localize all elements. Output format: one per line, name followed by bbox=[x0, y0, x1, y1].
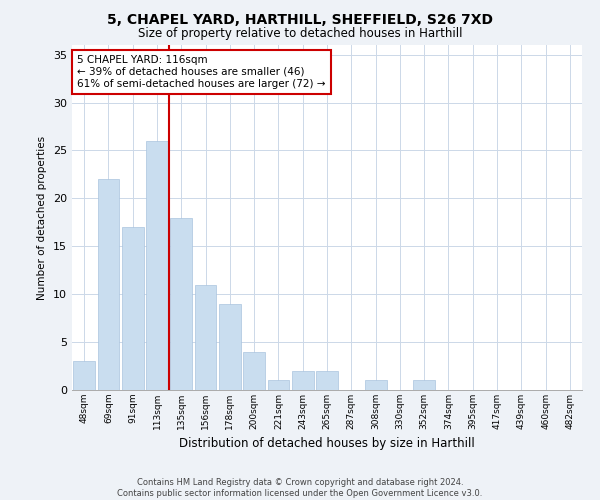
Bar bbox=[194, 284, 217, 390]
Bar bbox=[122, 227, 143, 390]
Bar bbox=[146, 141, 168, 390]
Bar bbox=[365, 380, 386, 390]
Bar bbox=[268, 380, 289, 390]
Bar bbox=[170, 218, 192, 390]
Bar bbox=[73, 361, 95, 390]
Bar bbox=[243, 352, 265, 390]
Bar bbox=[219, 304, 241, 390]
Text: 5, CHAPEL YARD, HARTHILL, SHEFFIELD, S26 7XD: 5, CHAPEL YARD, HARTHILL, SHEFFIELD, S26… bbox=[107, 12, 493, 26]
Text: 5 CHAPEL YARD: 116sqm
← 39% of detached houses are smaller (46)
61% of semi-deta: 5 CHAPEL YARD: 116sqm ← 39% of detached … bbox=[77, 56, 326, 88]
Bar bbox=[413, 380, 435, 390]
Bar bbox=[316, 371, 338, 390]
Bar bbox=[97, 179, 119, 390]
Text: Contains HM Land Registry data © Crown copyright and database right 2024.
Contai: Contains HM Land Registry data © Crown c… bbox=[118, 478, 482, 498]
Bar bbox=[292, 371, 314, 390]
Text: Size of property relative to detached houses in Harthill: Size of property relative to detached ho… bbox=[138, 28, 462, 40]
Y-axis label: Number of detached properties: Number of detached properties bbox=[37, 136, 47, 300]
X-axis label: Distribution of detached houses by size in Harthill: Distribution of detached houses by size … bbox=[179, 438, 475, 450]
